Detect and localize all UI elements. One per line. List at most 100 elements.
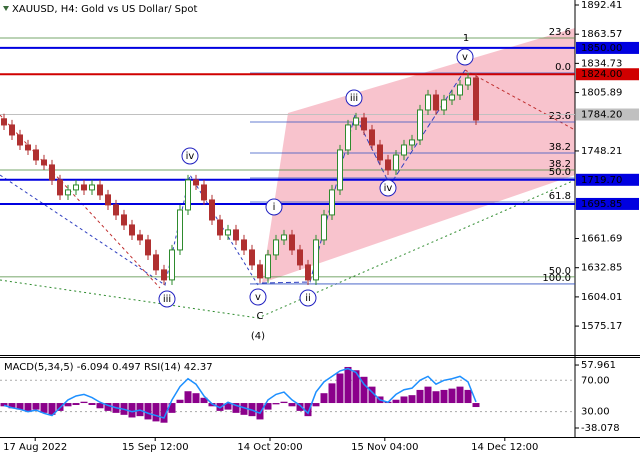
candle-body <box>185 179 191 211</box>
level-label: 1784.20 <box>581 110 622 121</box>
candle-body <box>353 117 359 126</box>
wave-label: iv <box>186 151 195 162</box>
candle-body <box>41 159 47 166</box>
candle-body <box>193 179 199 186</box>
histogram-bar <box>208 403 216 407</box>
histogram-bar <box>312 403 320 407</box>
y-tick-label: -38.078 <box>581 423 620 434</box>
histogram-bar <box>264 403 272 410</box>
candle-body <box>289 234 295 251</box>
candle-body <box>177 209 183 251</box>
y-tick-label: 1575.17 <box>581 321 622 332</box>
candle-body <box>393 154 399 171</box>
candle-body <box>9 124 15 136</box>
candle-body <box>57 179 63 196</box>
histogram-bar <box>440 389 448 404</box>
wave-circle <box>299 289 317 307</box>
histogram-bar <box>328 383 336 404</box>
fib-label: 23.6 <box>549 27 571 38</box>
dotted-line <box>0 179 576 319</box>
level-label: 1719.70 <box>581 175 622 186</box>
histogram-bar <box>272 403 280 405</box>
fib-label: 23.6 <box>549 111 571 122</box>
y-tick-label: 1805.89 <box>581 88 622 99</box>
histogram-bar <box>360 376 368 404</box>
candle-body <box>305 264 311 281</box>
histogram-bar <box>256 403 264 420</box>
histogram-bar <box>184 391 192 404</box>
level-tag <box>576 197 639 210</box>
wave-label: v <box>462 52 468 63</box>
histogram-bar <box>24 403 32 411</box>
candle-body <box>257 264 263 279</box>
dashed-line <box>464 69 576 131</box>
histogram-bar <box>8 403 16 409</box>
wave-circle <box>158 290 176 308</box>
candle-body <box>209 199 215 221</box>
candle-body <box>473 77 479 121</box>
level-tag <box>576 108 639 121</box>
x-tick-label: 15 Sep 12:00 <box>122 442 189 453</box>
histogram-bar <box>336 373 344 404</box>
histogram-bar <box>64 403 72 407</box>
candle-body <box>337 149 343 191</box>
candle-body <box>449 94 455 101</box>
histogram-bar <box>424 386 432 404</box>
wave-label: ii <box>305 293 311 304</box>
y-tick-label: 1892.41 <box>581 0 622 11</box>
fib-label: 50.0 <box>549 266 571 277</box>
candle-body <box>345 124 351 151</box>
histogram-bar <box>160 403 168 423</box>
histogram-bar <box>232 403 240 413</box>
candle-body <box>201 184 207 201</box>
chart-title: XAUUSD, H4: Gold vs US Dollar/ Spot <box>12 4 197 15</box>
candle-body <box>249 249 255 266</box>
candle-body <box>361 117 367 131</box>
candle-body <box>433 94 439 111</box>
candle-body <box>121 214 127 226</box>
histogram-bar <box>304 403 312 417</box>
histogram-bar <box>408 395 416 404</box>
symbol-icon <box>3 6 9 11</box>
histogram-bar <box>280 401 288 404</box>
candle-body <box>105 194 111 206</box>
histogram-bar <box>104 403 112 411</box>
wave-label: v <box>255 292 261 303</box>
fib-label: 61.8 <box>549 191 571 202</box>
histogram-bar <box>432 391 440 404</box>
y-tick-label: 1632.85 <box>581 263 622 274</box>
histogram-bar <box>32 403 40 410</box>
x-tick-label: 14 Dec 12:00 <box>471 442 538 453</box>
wave-circle <box>379 179 397 197</box>
level-tag <box>576 173 639 186</box>
candle-body <box>401 144 407 156</box>
candle-body <box>217 219 223 236</box>
histogram-bar <box>192 393 200 404</box>
histogram-bar <box>96 403 104 409</box>
candle-body <box>169 249 175 281</box>
candle-body <box>153 254 159 271</box>
candle-body <box>137 234 143 241</box>
y-tick-label: 1834.73 <box>581 58 622 69</box>
indicator-title: MACD(5,34,5) -6.094 0.497 RSI(14) 42.37 <box>4 362 213 373</box>
level-tag <box>576 68 639 81</box>
candle-body <box>265 254 271 279</box>
fib-label: 0.0 <box>555 62 571 73</box>
y2-tick-label: 70.00 <box>581 375 610 386</box>
histogram-bar <box>0 403 8 407</box>
level-label: 1695.85 <box>581 199 622 210</box>
candle-body <box>73 184 79 191</box>
wave-circle <box>456 48 474 66</box>
candle-body <box>321 214 327 241</box>
candle-body <box>161 269 167 281</box>
histogram-bar <box>16 403 24 410</box>
histogram-bar <box>416 389 424 404</box>
histogram-bar <box>352 370 360 404</box>
histogram-bar <box>80 401 88 404</box>
histogram-bar <box>288 403 296 407</box>
candle-body <box>457 84 463 96</box>
y-tick-label: 1604.01 <box>581 292 622 303</box>
histogram-bar <box>296 403 304 411</box>
candle-body <box>465 77 471 86</box>
